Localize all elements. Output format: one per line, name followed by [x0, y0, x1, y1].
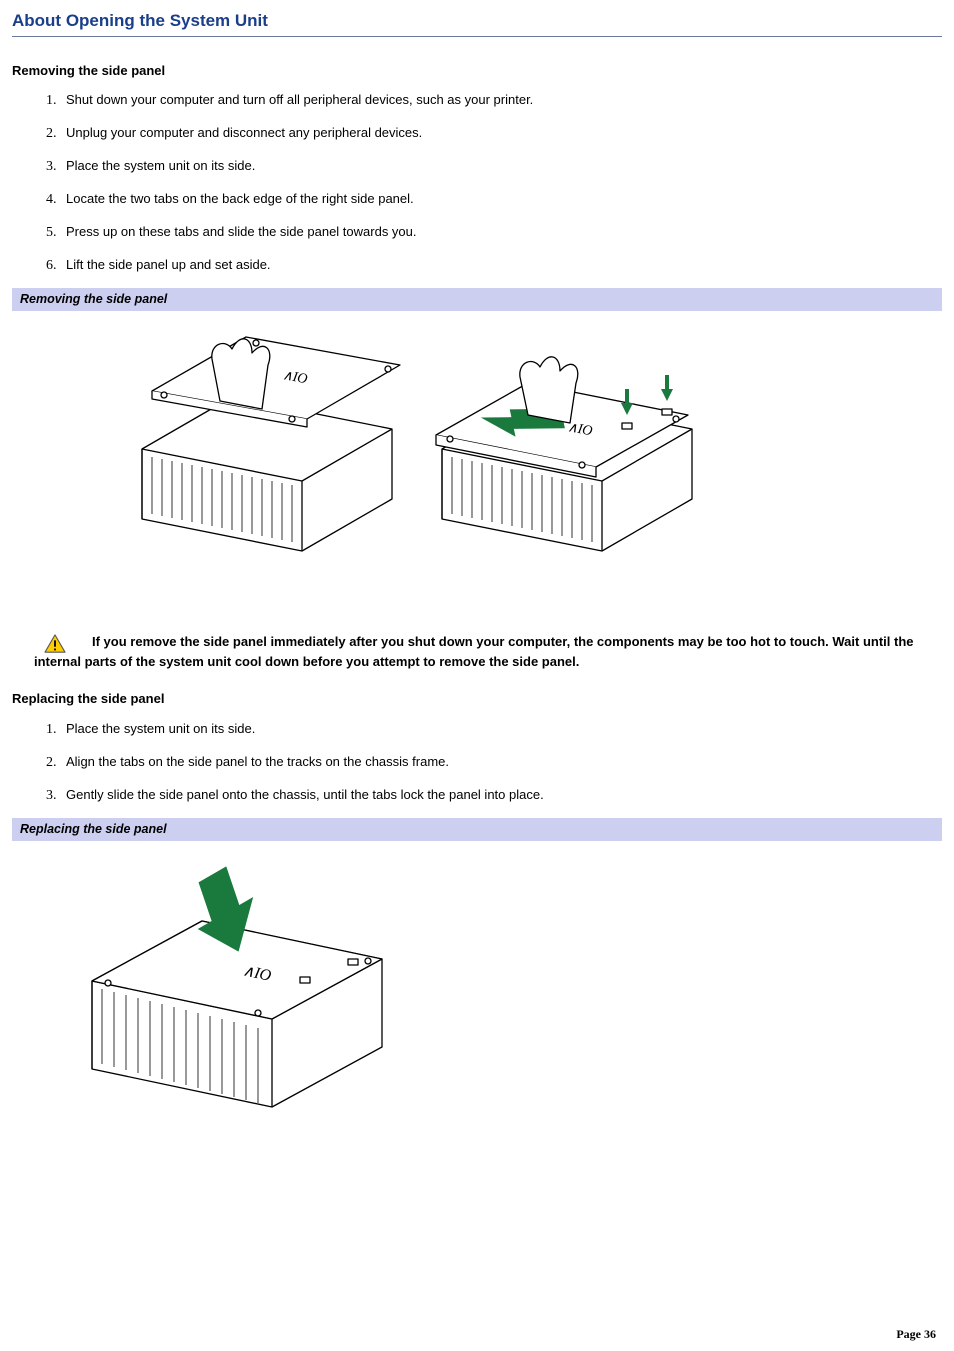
removing-step: Press up on these tabs and slide the sid…: [66, 224, 417, 239]
replacing-step: Gently slide the side panel onto the cha…: [66, 787, 544, 802]
replacing-figure: ∧IO: [12, 849, 942, 1145]
removing-heading: Removing the side panel: [12, 61, 942, 81]
removing-step: Lift the side panel up and set aside.: [66, 257, 271, 272]
page-footer: Page 36: [896, 1325, 936, 1343]
removing-steps-list: Shut down your computer and turn off all…: [12, 90, 942, 276]
page-title: About Opening the System Unit: [12, 8, 942, 37]
removing-figure: ∧IO ∧IO: [12, 319, 942, 605]
removing-figure-caption: Removing the side panel: [12, 288, 942, 311]
removing-step: Locate the two tabs on the back edge of …: [66, 191, 414, 206]
removing-step: Unplug your computer and disconnect any …: [66, 125, 422, 140]
replacing-step: Place the system unit on its side.: [66, 721, 255, 736]
warning-text: If you remove the side panel immediately…: [34, 632, 942, 671]
replacing-steps-list: Place the system unit on its side. Align…: [12, 719, 942, 806]
warning-block: If you remove the side panel immediately…: [12, 632, 942, 671]
removing-step: Place the system unit on its side.: [66, 158, 255, 173]
replacing-figure-caption: Replacing the side panel: [12, 818, 942, 841]
removing-step: Shut down your computer and turn off all…: [66, 92, 533, 107]
replacing-step: Align the tabs on the side panel to the …: [66, 754, 449, 769]
replacing-heading: Replacing the side panel: [12, 689, 942, 709]
